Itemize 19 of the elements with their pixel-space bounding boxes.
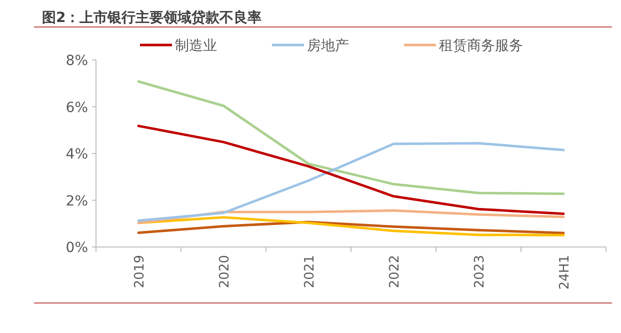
x-tick-label: 24H1 [558, 255, 572, 290]
chart-title: 图2：上市银行主要领域贷款不良率 [42, 9, 262, 26]
line-series [137, 80, 565, 195]
x-tick-label: 2022 [388, 255, 402, 288]
line-series [137, 142, 565, 222]
x-tick-label: 2019 [132, 255, 148, 288]
legend-label: 房地产 [307, 38, 349, 54]
legend-label: 租赁商务服务 [439, 38, 523, 54]
y-tick-label: 8% [66, 53, 88, 69]
line-series [137, 124, 565, 216]
x-tick-label: 2021 [302, 255, 318, 288]
y-tick-label: 2% [66, 193, 88, 210]
y-tick-label: 6% [66, 100, 88, 116]
line-series [137, 220, 565, 234]
legend-label: 制造业 [175, 38, 217, 54]
x-tick-label: 2023 [472, 255, 488, 288]
x-tick-label: 2020 [218, 255, 232, 288]
y-tick-label: 0% [66, 240, 88, 256]
y-tick-label: 4% [66, 146, 88, 162]
